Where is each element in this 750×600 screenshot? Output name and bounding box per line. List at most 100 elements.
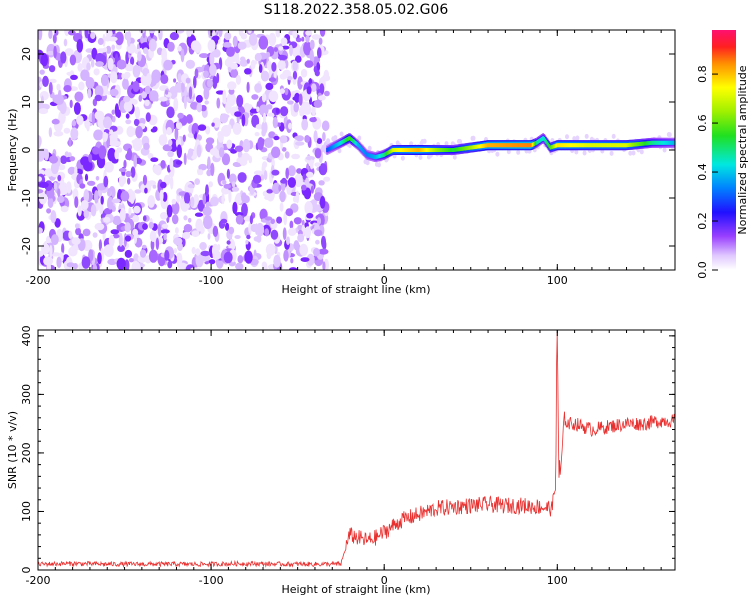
noise-blob	[236, 215, 243, 225]
noise-blob	[166, 127, 172, 135]
noise-blob	[311, 83, 317, 92]
noise-blob	[184, 192, 190, 204]
noise-blob	[114, 150, 119, 160]
noise-blob	[216, 98, 220, 109]
noise-blob	[81, 200, 89, 210]
noise-blob	[159, 134, 168, 146]
noise-blob	[317, 217, 321, 225]
noise-blob	[240, 57, 245, 62]
noise-blob	[143, 175, 147, 186]
noise-blob	[238, 42, 247, 50]
noise-blob	[182, 203, 190, 209]
noise-blob	[85, 25, 89, 38]
noise-blob	[119, 168, 127, 172]
noise-blob	[91, 59, 95, 67]
noise-blob	[271, 62, 276, 72]
noise-blob	[319, 38, 323, 45]
noise-blob	[173, 78, 176, 82]
noise-blob	[125, 250, 132, 258]
noise-blob	[238, 255, 244, 263]
noise-blob	[224, 252, 233, 264]
noise-blob	[78, 63, 83, 72]
noise-blob	[311, 186, 314, 194]
noise-blob	[64, 25, 69, 36]
signal-halo	[575, 136, 579, 141]
noise-blob	[261, 71, 269, 82]
noise-blob	[125, 222, 131, 232]
noise-blob	[264, 138, 273, 149]
noise-blob	[149, 39, 157, 52]
noise-blob	[301, 185, 307, 191]
noise-blob	[304, 201, 312, 215]
noise-blob	[188, 184, 195, 188]
signal-halo	[632, 151, 636, 156]
noise-blob	[225, 101, 231, 114]
noise-blob	[68, 247, 77, 257]
noise-blob	[210, 197, 219, 207]
colorbar-label: Normalized spectral amplitude	[736, 65, 749, 234]
noise-blob	[143, 215, 147, 221]
noise-blob	[293, 196, 298, 202]
noise-blob	[49, 156, 58, 164]
colorbar-tick-label: 0.4	[696, 163, 709, 181]
noise-blob	[192, 247, 196, 254]
noise-blob	[107, 197, 113, 210]
noise-blob	[283, 227, 287, 240]
noise-blob	[314, 130, 318, 142]
x-tick-label: -200	[26, 274, 51, 287]
noise-blob	[208, 181, 213, 187]
noise-blob	[109, 235, 115, 247]
noise-blob	[74, 92, 83, 102]
noise-blob	[293, 61, 298, 71]
noise-blob	[125, 119, 131, 124]
noise-blob	[94, 190, 99, 203]
signal-halo	[472, 136, 476, 141]
y-tick-label: -20	[20, 237, 33, 255]
noise-blob	[294, 217, 302, 224]
noise-blob	[268, 33, 276, 46]
noise-blob	[99, 145, 107, 159]
noise-blob	[129, 258, 134, 262]
noise-blob	[95, 223, 105, 230]
noise-blob	[227, 169, 230, 179]
noise-blob	[153, 165, 162, 174]
noise-blob	[98, 38, 104, 45]
noise-blob	[262, 161, 267, 168]
noise-blob	[301, 119, 308, 131]
noise-blob	[201, 251, 211, 256]
noise-blob	[143, 143, 150, 150]
noise-blob	[227, 81, 236, 90]
noise-blob	[95, 95, 102, 101]
noise-blob	[123, 160, 126, 169]
noise-blob	[36, 176, 42, 182]
noise-blob	[176, 160, 183, 164]
noise-blob	[279, 191, 285, 203]
noise-blob	[278, 185, 281, 192]
noise-blob	[126, 113, 130, 118]
noise-blob	[64, 128, 71, 134]
signal-halo	[423, 139, 427, 144]
noise-blob	[96, 176, 100, 181]
noise-blob	[40, 70, 45, 75]
noise-blob	[238, 172, 247, 183]
noise-blob	[228, 227, 234, 234]
x-tick-label: 100	[547, 574, 568, 587]
noise-blob	[233, 123, 242, 135]
noise-blob	[228, 190, 231, 203]
noise-blob	[79, 183, 85, 188]
noise-blob	[288, 123, 292, 130]
noise-blob	[57, 175, 61, 181]
noise-blob	[107, 188, 111, 196]
noise-blob	[255, 132, 260, 136]
noise-blob	[183, 135, 186, 142]
signal-halo	[401, 156, 405, 161]
noise-blob	[53, 46, 57, 59]
noise-blob	[167, 205, 173, 218]
noise-blob	[197, 145, 202, 158]
noise-blob	[95, 61, 104, 67]
noise-blob	[315, 70, 320, 77]
noise-blob	[177, 144, 182, 158]
noise-blob	[249, 33, 258, 46]
noise-blob	[266, 244, 276, 256]
